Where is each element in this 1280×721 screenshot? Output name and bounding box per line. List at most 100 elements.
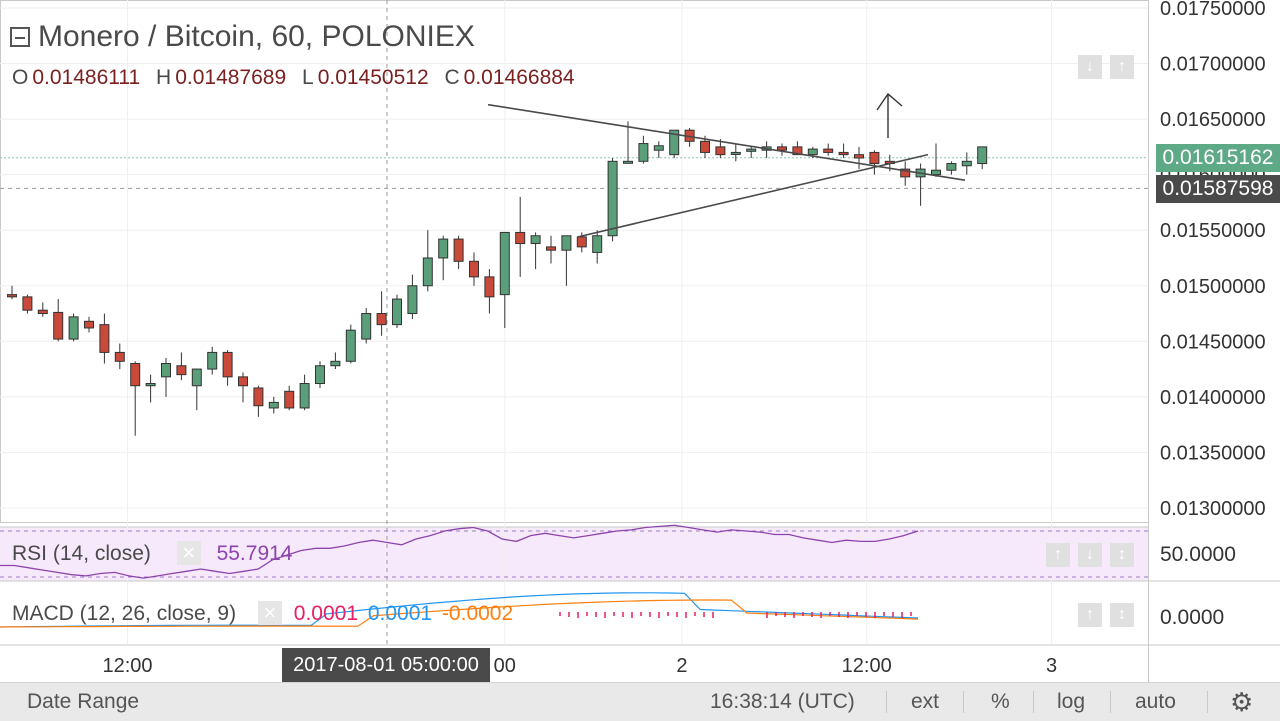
candle xyxy=(407,274,418,320)
candle-body xyxy=(469,260,479,278)
rsi-move-down-icon[interactable]: ↓ xyxy=(1078,543,1102,567)
candle-body xyxy=(238,376,248,387)
scroll-up-icon[interactable]: ↑ xyxy=(1110,55,1134,79)
x-tick-label: 00 xyxy=(494,655,516,677)
ohlc-open-value: 0.01486111 xyxy=(32,66,141,89)
candle xyxy=(299,374,310,411)
macd-move-up-icon[interactable]: ↑ xyxy=(1078,603,1102,627)
y-tick-label: 0.01550000 xyxy=(1160,220,1266,242)
candle-body xyxy=(145,383,156,387)
candle xyxy=(84,316,94,333)
log-toggle[interactable]: log xyxy=(1057,690,1086,713)
rsi-remove-icon[interactable]: × xyxy=(176,541,201,565)
candle xyxy=(268,396,279,414)
ohlc-low-value: 0.01450512 xyxy=(317,66,429,89)
candle xyxy=(777,143,787,156)
ohlc-close-value: 0.01466884 xyxy=(463,66,575,89)
date-range-button[interactable]: Date Range xyxy=(27,690,140,713)
candle xyxy=(130,361,141,436)
candle xyxy=(68,313,79,342)
percent-toggle[interactable]: % xyxy=(991,690,1010,713)
auto-toggle[interactable]: auto xyxy=(1135,690,1176,713)
candle-body xyxy=(561,235,572,251)
toolbar-divider xyxy=(963,691,964,713)
candle-body xyxy=(22,296,33,311)
candle-body xyxy=(68,316,79,340)
macd-axis-label: 0.0000 xyxy=(1160,606,1225,629)
candle xyxy=(222,350,233,386)
candle-body xyxy=(946,163,957,171)
candle xyxy=(946,161,957,175)
crosshair-time-label: 2017-08-01 05:00:00 xyxy=(282,648,490,682)
candle-body xyxy=(900,168,911,178)
candle-body xyxy=(977,146,988,165)
candle xyxy=(607,157,618,242)
macd-line xyxy=(0,592,919,628)
candle-body xyxy=(807,148,818,156)
toolbar-divider xyxy=(886,691,887,713)
rsi-axis-label: 50.0000 xyxy=(1160,543,1236,566)
x-tick-label: 3 xyxy=(1046,655,1057,677)
candle-body xyxy=(653,145,664,151)
toolbar-divider xyxy=(1110,691,1111,713)
gear-icon[interactable]: ⚙ xyxy=(1230,687,1254,717)
macd-hist-value: 0.0001 xyxy=(293,602,359,625)
bottom-toolbar: Date Range 16:38:14 (UTC) ext % log auto… xyxy=(0,682,1280,721)
candle-body xyxy=(84,320,94,329)
candle-body xyxy=(392,298,402,326)
clock-readout[interactable]: 16:38:14 (UTC) xyxy=(710,690,855,713)
candle xyxy=(484,269,495,314)
candle xyxy=(345,324,356,364)
chart-canvas[interactable]: 0.017500000.017000000.016500000.01600000… xyxy=(0,0,1280,682)
candle-body xyxy=(268,401,279,409)
x-tick-label: 12:00 xyxy=(102,655,152,677)
macd-signal-value: -0.0002 xyxy=(441,602,514,625)
rsi-line xyxy=(0,524,919,579)
candle-body xyxy=(515,231,526,245)
candle xyxy=(191,368,202,411)
macd-signal-line xyxy=(0,599,919,628)
candle-body xyxy=(330,360,341,367)
candle xyxy=(422,230,433,292)
candle-body xyxy=(191,368,202,387)
candle xyxy=(561,235,572,286)
candle xyxy=(453,235,464,270)
y-tick-label: 0.01500000 xyxy=(1160,276,1266,298)
candle xyxy=(792,141,803,156)
ohlc-low-key: L xyxy=(302,66,314,89)
candle xyxy=(114,343,125,370)
candle xyxy=(253,385,264,417)
candle xyxy=(161,357,171,397)
rsi-move-up-icon[interactable]: ↑ xyxy=(1046,543,1070,567)
candle-body xyxy=(777,146,787,151)
candle-body xyxy=(53,311,64,340)
ext-toggle[interactable]: ext xyxy=(911,690,940,713)
candle-body xyxy=(161,363,171,378)
candle-body xyxy=(114,351,125,362)
candle xyxy=(961,152,972,175)
candle-body xyxy=(376,313,387,326)
scroll-down-icon[interactable]: ↓ xyxy=(1078,55,1102,79)
candle-body xyxy=(669,129,680,156)
candle xyxy=(361,307,372,344)
collapse-legend-icon[interactable] xyxy=(10,27,30,47)
x-tick-label: 12:00 xyxy=(842,655,892,677)
candle-body xyxy=(130,363,141,387)
candle xyxy=(838,143,849,158)
y-tick-label: 0.01350000 xyxy=(1160,442,1266,464)
candle-body xyxy=(715,146,726,156)
candle xyxy=(746,146,757,158)
candle xyxy=(469,252,479,286)
candle-body xyxy=(623,160,633,164)
rsi-maximize-icon[interactable]: ↕ xyxy=(1110,543,1134,567)
y-tick-label: 0.01700000 xyxy=(1160,54,1266,76)
ohlc-close-key: C xyxy=(444,66,460,89)
candle-body xyxy=(700,140,710,153)
candle xyxy=(869,150,880,175)
candle xyxy=(653,141,664,158)
candle xyxy=(546,235,556,264)
candle-body xyxy=(361,313,372,340)
candle-body xyxy=(345,329,356,362)
macd-maximize-icon[interactable]: ↕ xyxy=(1110,603,1134,627)
macd-remove-icon[interactable]: × xyxy=(257,601,282,625)
